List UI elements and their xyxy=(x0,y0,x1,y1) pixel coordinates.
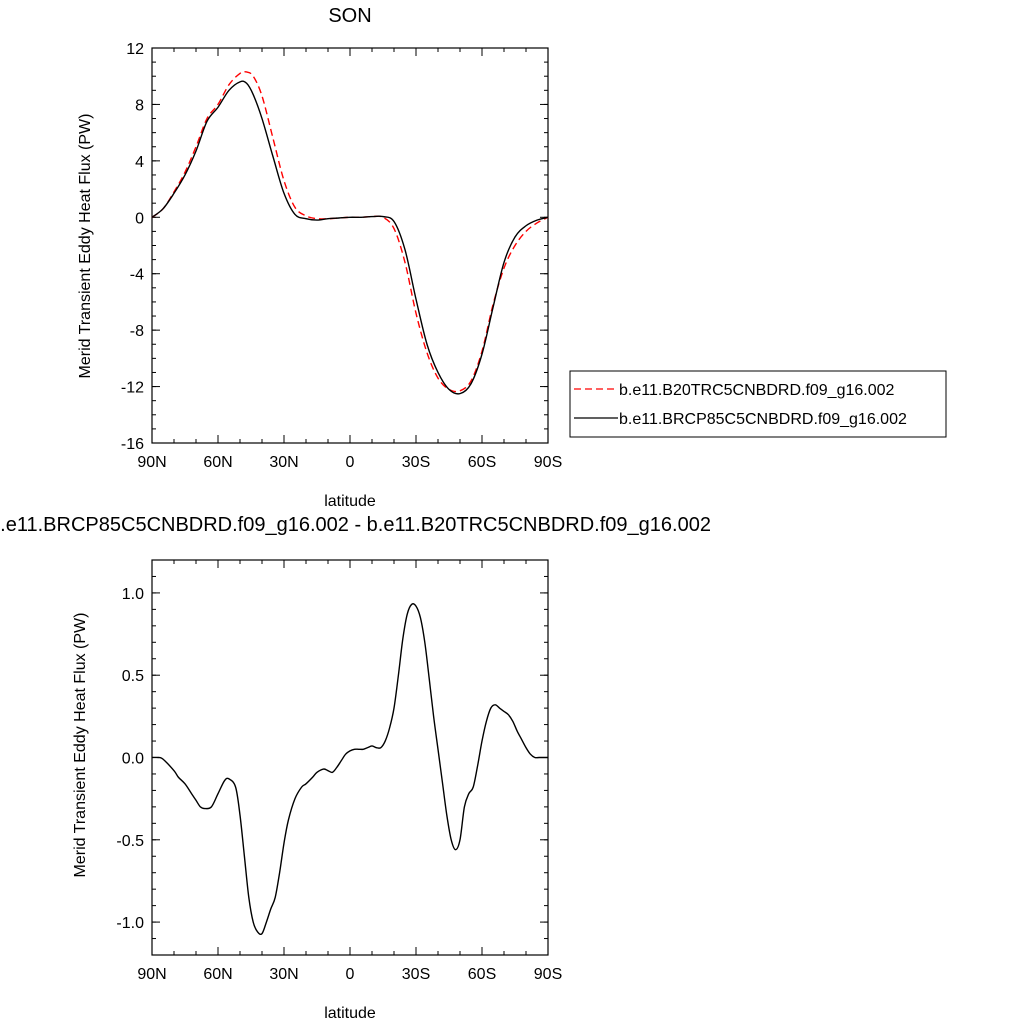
bottom-lines xyxy=(151,603,548,936)
bottom-xtick-label: 30S xyxy=(402,966,430,983)
bottom-plot-frame xyxy=(151,559,549,956)
top-ytick-label: 4 xyxy=(135,154,144,171)
top-title: SON xyxy=(328,5,371,27)
top-xtick-label: 60S xyxy=(468,454,496,471)
bottom-ytick-label: -0.5 xyxy=(116,833,144,850)
top-plot-frame xyxy=(151,47,549,444)
legend-label-series-1: b.e11.B20TRC5CNBDRD.f09_g16.002 xyxy=(619,382,895,399)
top-ytick-label: -4 xyxy=(130,267,144,284)
top-series-line-1 xyxy=(151,70,549,393)
top-xtick-label: 30N xyxy=(269,454,298,471)
top-xtick-label: 30S xyxy=(402,454,430,471)
top-ylabel: Merid Transient Eddy Heat Flux (PW) xyxy=(77,114,94,379)
bottom-xtick-label: 90N xyxy=(137,966,166,983)
top-ytick-label: 8 xyxy=(135,97,144,114)
top-xlabel: latitude xyxy=(324,493,376,510)
top-ytick-label: 12 xyxy=(126,41,144,58)
legend-label-series-2: b.e11.BRCP85C5CNBDRD.f09_g16.002 xyxy=(619,411,907,428)
bottom-xlabel: latitude xyxy=(324,1005,376,1022)
bottom-ytick-label: 0.0 xyxy=(122,751,144,768)
top-xtick-label: 0 xyxy=(346,454,355,471)
legend: b.e11.B20TRC5CNBDRD.f09_g16.002 b.e11.BR… xyxy=(569,370,947,438)
top-ytick-label: 0 xyxy=(135,210,144,227)
top-xtick-label: 60N xyxy=(203,454,232,471)
top-ytick-label: -16 xyxy=(121,436,144,453)
panel-top: SON 90N 60N 30N 0 30S 60S 90S 12 8 4 0 -4 -8 -12 -16 l… xyxy=(77,5,947,510)
bottom-title: b.e11.BRCP85C5CNBDRD.f09_g16.002 - b.e11… xyxy=(0,514,711,536)
top-ytick-label: -8 xyxy=(130,323,144,340)
bottom-xtick-label: 0 xyxy=(346,966,355,983)
bottom-xtick-label: 30N xyxy=(269,966,298,983)
top-ticks: 90N 60N 30N 0 30S 60S 90S 12 8 4 0 -4 -8 -12 -16 xyxy=(121,41,562,471)
bottom-xtick-label: 90S xyxy=(534,966,562,983)
top-xtick-label: 90N xyxy=(137,454,166,471)
top-lines xyxy=(151,70,549,395)
top-xtick-label: 90S xyxy=(534,454,562,471)
bottom-xtick-label: 60S xyxy=(468,966,496,983)
bottom-series-line-1 xyxy=(151,603,548,936)
bottom-ytick-label: 0.5 xyxy=(122,668,144,685)
panel-bottom: b.e11.BRCP85C5CNBDRD.f09_g16.002 - b.e11… xyxy=(0,514,711,1022)
bottom-ylabel: Merid Transient Eddy Heat Flux (PW) xyxy=(72,613,89,878)
bottom-ticks: 90N 60N 30N 0 30S 60S 90S 1.0 0.5 0.0 -0.5 -1.0 xyxy=(116,559,562,983)
legend-box xyxy=(569,370,947,438)
bottom-ytick-label: 1.0 xyxy=(122,586,144,603)
bottom-ytick-label: -1.0 xyxy=(116,915,144,932)
top-ytick-label: -12 xyxy=(121,380,144,397)
bottom-xtick-label: 60N xyxy=(203,966,232,983)
top-series-line-2 xyxy=(151,80,549,395)
